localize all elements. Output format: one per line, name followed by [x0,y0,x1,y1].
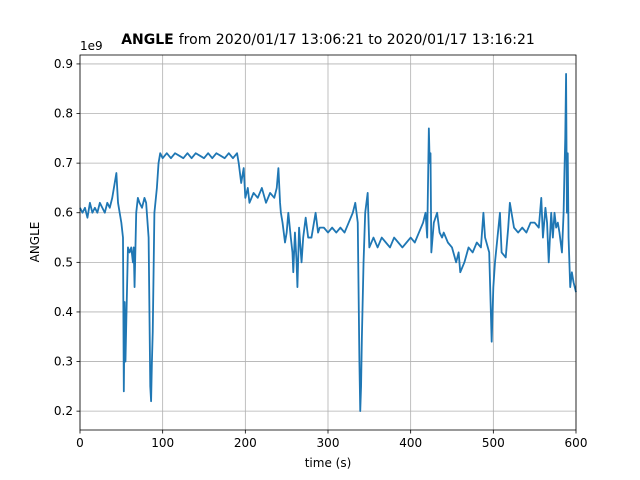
x-tick-label: 500 [482,436,505,450]
x-tick-label: 0 [76,436,84,450]
chart-title: ANGLE from 2020/01/17 13:06:21 to 2020/01… [121,32,535,48]
x-axis-label: time (s) [305,456,352,470]
title-text: from 2020/01/17 13:06:21 to 2020/01/17 1… [179,32,535,48]
offset-label: 1e9 [80,39,103,53]
y-tick-label: 0.7 [54,156,73,170]
plot-frame [79,54,577,431]
y-tick-label: 0.4 [54,305,73,319]
y-tick-label: 0.8 [54,107,73,121]
y-tick-label: 0.3 [54,355,73,369]
x-tick-label: 400 [399,436,422,450]
x-tick-label: 200 [234,436,257,450]
y-tick-label: 0.5 [54,255,73,269]
y-tick-label: 0.6 [54,206,73,220]
title-bold: ANGLE [121,32,174,48]
x-tick-label: 300 [317,436,340,450]
data-line [79,72,577,413]
y-tick-label: 0.2 [54,404,73,418]
x-tick-label: 600 [565,436,588,450]
y-axis-label: ANGLE [28,222,42,263]
y-tick-label: 0.9 [54,57,73,71]
x-tick-label: 100 [151,436,174,450]
